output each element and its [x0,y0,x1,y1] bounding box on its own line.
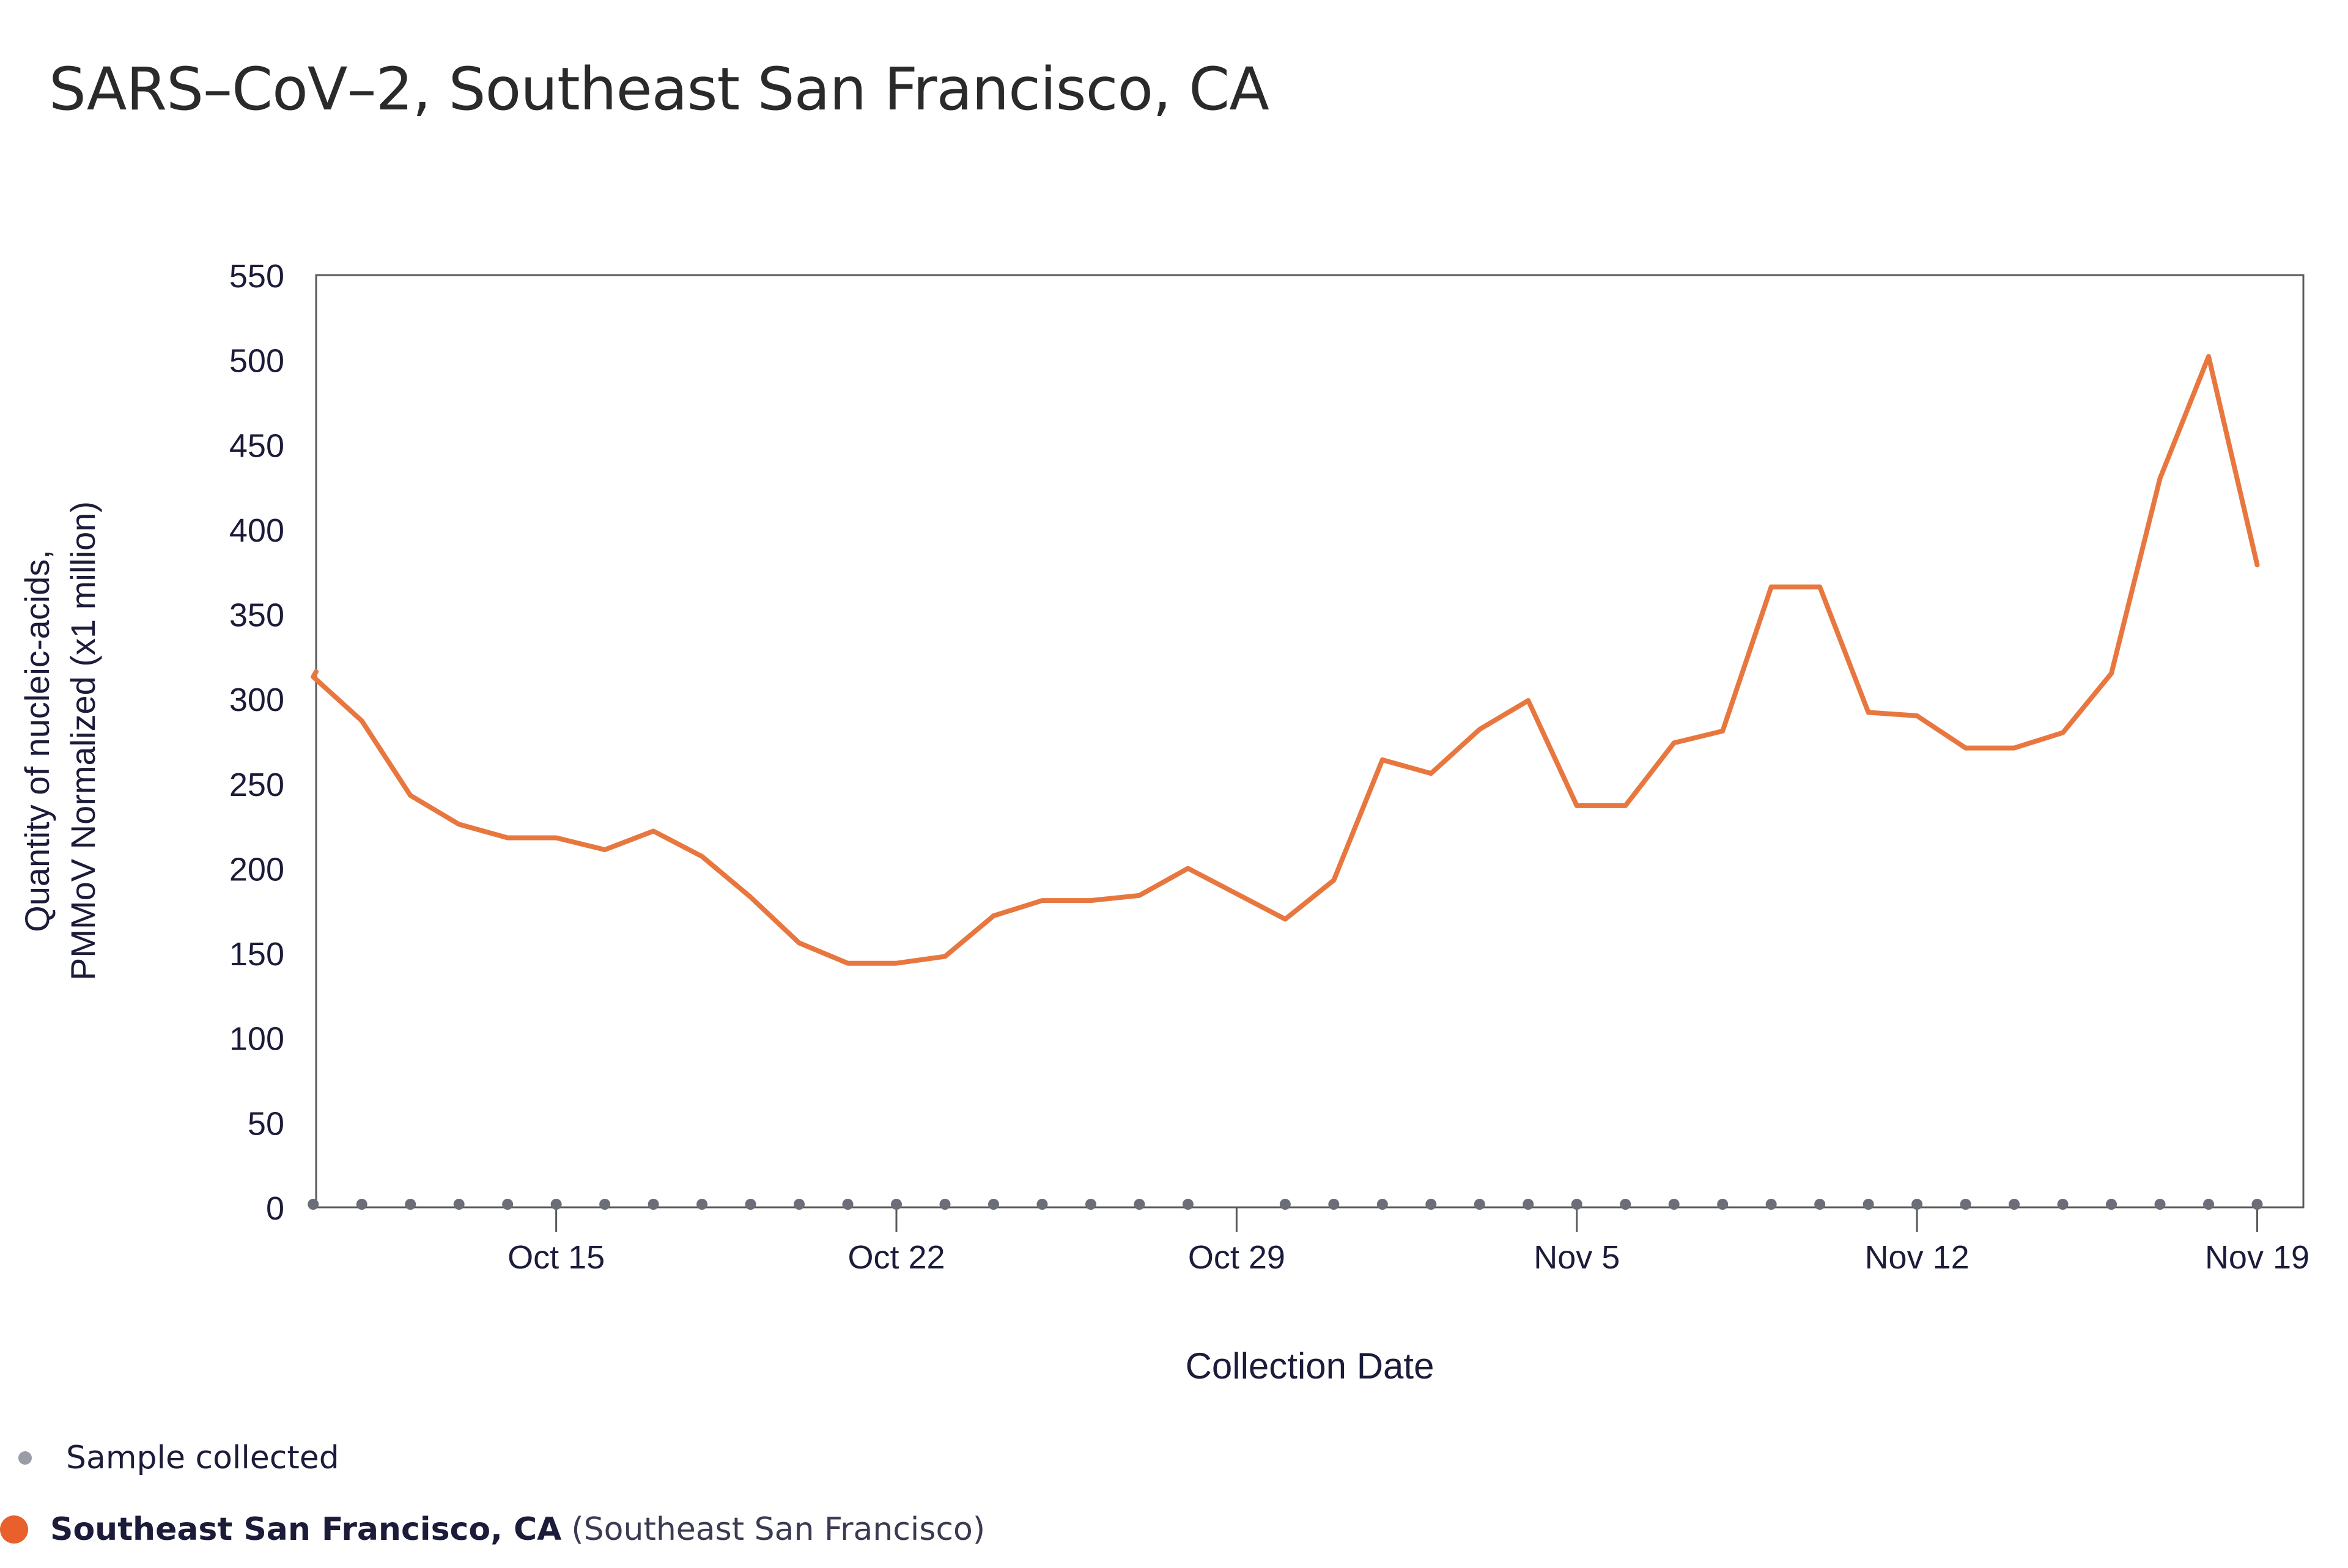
sample-point [599,1199,611,1210]
sample-point [891,1199,903,1210]
chart-title: SARS–CoV–2, Southeast San Francisco, CA [49,55,1269,123]
y-tick-label: 400 [229,512,284,549]
legend-sample-collected: Sample collected [18,1440,339,1476]
sample-point [453,1199,465,1210]
y-tick-label: 450 [229,427,284,464]
sample-point [502,1199,514,1210]
plot-area-frame [315,274,2305,1209]
sample-point [648,1199,659,1210]
legend-series-detail: (Southeast San Francisco) [571,1511,986,1548]
x-tick-label: Nov 5 [1534,1239,1620,1276]
sample-point [939,1199,951,1210]
sample-point [1134,1199,1145,1210]
sample-dot-icon [18,1451,32,1465]
y-tick-label: 250 [229,767,284,803]
series-line [311,354,2260,966]
sample-point [1182,1199,1194,1210]
sample-point [696,1199,708,1210]
sample-point [1571,1199,1582,1210]
sample-point [2203,1199,2215,1210]
x-tick-label: Oct 29 [1188,1239,1285,1276]
series-dot-icon [0,1515,28,1544]
sample-point [1474,1199,1485,1210]
sample-point [356,1199,367,1210]
sample-point [1814,1199,1826,1210]
y-tick-label: 150 [229,936,284,973]
sample-point [1523,1199,1534,1210]
sample-point [1036,1199,1048,1210]
line-chart: 0 50 100 150 200 250 300 350 400 450 500 550 Oct 15… [18,258,2309,1386]
x-axis: Oct 15 Oct 22 Oct 29 Nov 5 Nov 12 Nov 19 [508,1207,2309,1276]
y-tick-label: 50 [248,1105,284,1142]
sample-point [2106,1199,2117,1210]
y-axis-label-line-2: PMMoV Normalized (x1 million) [64,501,102,981]
sample-point [1863,1199,1874,1210]
sample-point [405,1199,416,1210]
x-axis-label: Collection Date [1186,1345,1434,1386]
legend-sample-label: Sample collected [66,1440,339,1476]
legend-series-name: Southeast San Francisco, CA [50,1511,562,1548]
sample-point [1085,1199,1096,1210]
sample-point [1911,1199,1923,1210]
sample-point [1376,1199,1388,1210]
x-tick-label: Oct 22 [847,1239,945,1276]
y-axis: 0 50 100 150 200 250 300 350 400 450 500 550 [229,258,284,1227]
y-tick-label: 500 [229,343,284,380]
sample-point [2154,1199,2166,1210]
y-tick-label: 0 [266,1190,284,1227]
y-tick-label: 350 [229,597,284,634]
sample-point [2057,1199,2069,1210]
sample-markers [308,1199,2263,1210]
sample-point [794,1199,805,1210]
legend-series: Southeast San Francisco, CA (Southeast S… [0,1511,985,1548]
y-tick-label: 550 [229,258,284,295]
y-tick-label: 100 [229,1021,284,1058]
sample-point [308,1199,319,1210]
sample-point [1425,1199,1437,1210]
x-tick-label: Nov 12 [1865,1239,1970,1276]
sample-point [1765,1199,1777,1210]
y-tick-label: 300 [229,682,284,718]
y-axis-label-line-1: Quantity of nucleic-acids, [18,550,56,932]
x-tick-label: Nov 19 [2205,1239,2309,1276]
sample-point [1717,1199,1729,1210]
sample-point [1960,1199,1971,1210]
sample-point [745,1199,756,1210]
sample-point [842,1199,854,1210]
sample-point [1328,1199,1340,1210]
y-tick-label: 200 [229,851,284,888]
sample-point [2009,1199,2020,1210]
sample-point [1620,1199,1631,1210]
sample-point [2251,1199,2263,1210]
series-lines [311,354,2260,966]
x-tick-label: Oct 15 [508,1239,605,1276]
sample-point [1279,1199,1291,1210]
sample-point [550,1199,562,1210]
sample-point [988,1199,999,1210]
sample-point [1668,1199,1680,1210]
